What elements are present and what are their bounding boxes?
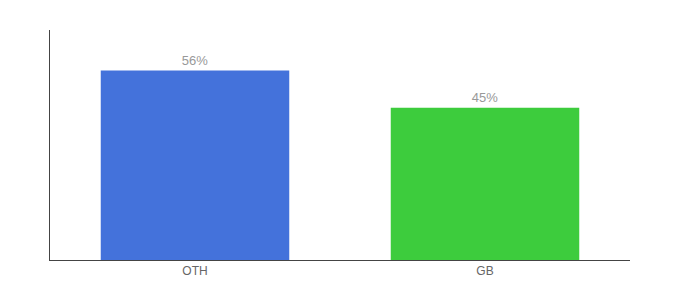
svg-text:56%: 56% [182, 53, 208, 68]
svg-text:GB: GB [476, 264, 493, 278]
svg-text:OTH: OTH [182, 264, 207, 278]
svg-text:45%: 45% [472, 90, 498, 105]
